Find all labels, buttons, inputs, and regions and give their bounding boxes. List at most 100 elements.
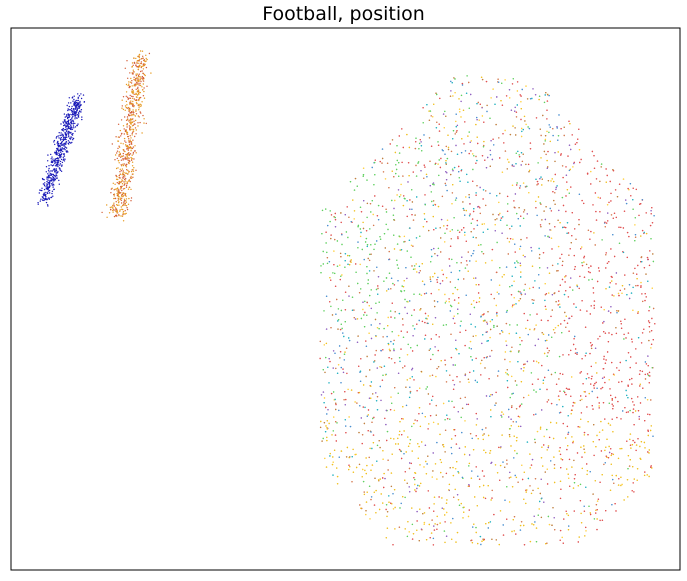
scatter-point (447, 146, 450, 149)
scatter-point (78, 110, 81, 113)
scatter-point (436, 121, 438, 124)
scatter-point (413, 328, 416, 330)
scatter-point (64, 119, 66, 121)
scatter-point (140, 62, 142, 65)
scatter-point (478, 119, 480, 121)
scatter-point (68, 136, 70, 138)
scatter-point (119, 168, 122, 170)
scatter-point (520, 425, 522, 428)
scatter-point (117, 147, 119, 150)
scatter-point (137, 115, 139, 117)
scatter-point (439, 522, 441, 524)
scatter-point (120, 119, 123, 121)
scatter-point (509, 97, 511, 99)
scatter-point (65, 115, 68, 117)
scatter-point (475, 357, 477, 360)
scatter-point (544, 376, 546, 379)
scatter-point (74, 118, 76, 120)
scatter-point (481, 155, 484, 157)
scatter-point (74, 115, 76, 117)
scatter-point (631, 490, 633, 492)
scatter-point (515, 533, 517, 535)
scatter-point (618, 226, 620, 228)
scatter-point (427, 315, 429, 317)
scatter-point (432, 537, 435, 540)
scatter-point (418, 148, 420, 150)
scatter-point (60, 132, 62, 134)
scatter-point (513, 516, 516, 518)
scatter-point (419, 387, 421, 389)
scatter-point (61, 133, 64, 135)
scatter-point (122, 125, 125, 127)
scatter-point (361, 248, 363, 251)
scatter-point (129, 139, 131, 141)
scatter-point (509, 471, 511, 474)
scatter-point (72, 112, 74, 115)
scatter-point (130, 197, 133, 199)
scatter-point (142, 68, 145, 70)
scatter-point (521, 127, 523, 130)
scatter-point (650, 213, 652, 215)
scatter-point (114, 183, 116, 185)
scatter-point (129, 143, 131, 146)
scatter-point (134, 115, 137, 117)
scatter-point (126, 132, 128, 134)
scatter-point (638, 415, 640, 418)
scatter-point (50, 177, 52, 179)
scatter-point (397, 267, 400, 269)
scatter-point (632, 199, 634, 201)
scatter-point (127, 98, 130, 100)
scatter-point (453, 217, 455, 219)
scatter-point (135, 133, 137, 135)
scatter-point (140, 104, 142, 106)
scatter-point (77, 97, 79, 100)
scatter-point (50, 179, 52, 181)
scatter-point (119, 210, 121, 212)
scatter-point (326, 413, 328, 415)
scatter-point (460, 320, 462, 322)
scatter-point (576, 284, 578, 286)
scatter-point (518, 207, 520, 209)
scatter-point (426, 386, 428, 388)
scatter-point (138, 93, 140, 95)
scatter-point (397, 280, 399, 282)
scatter-point (445, 171, 447, 173)
scatter-point (520, 293, 523, 296)
scatter-point (125, 141, 127, 143)
scatter-point (51, 190, 54, 192)
scatter-point (109, 208, 112, 211)
scatter-point (506, 158, 509, 161)
scatter-point (634, 234, 637, 236)
scatter-point (101, 211, 103, 214)
scatter-point (127, 147, 130, 149)
scatter-point (413, 422, 415, 425)
scatter-point (54, 179, 57, 181)
scatter-point (129, 81, 132, 83)
scatter-point (524, 256, 526, 258)
scatter-point (68, 127, 70, 130)
scatter-point (651, 222, 654, 224)
scatter-point (77, 107, 79, 109)
scatter-point (67, 108, 69, 110)
scatter-point (491, 497, 493, 499)
scatter-point (559, 306, 561, 308)
scatter-point (376, 327, 379, 329)
scatter-point (571, 134, 573, 136)
scatter-point (123, 213, 125, 215)
scatter-point (53, 160, 55, 162)
scatter-point (61, 144, 63, 146)
scatter-point (139, 79, 141, 81)
scatter-point (581, 358, 583, 360)
scatter-point (124, 199, 126, 202)
scatter-point (367, 282, 369, 285)
scatter-point (367, 257, 369, 260)
scatter-point (583, 261, 585, 263)
scatter-point (482, 434, 484, 436)
scatter-point (416, 323, 418, 325)
scatter-point (440, 471, 442, 474)
scatter-point (118, 162, 120, 164)
scatter-point (442, 324, 445, 326)
scatter-point (58, 154, 61, 156)
scatter-point (143, 63, 145, 65)
scatter-point (110, 188, 113, 190)
